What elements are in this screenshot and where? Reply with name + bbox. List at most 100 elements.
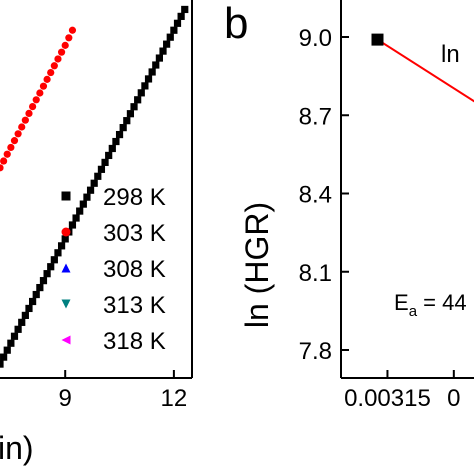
panel-a-data-point-1: [32, 96, 40, 104]
panel-a-data-point-0: [18, 318, 26, 326]
panel-a-data-point-0: [159, 47, 167, 55]
panel-a-data-point-1: [36, 89, 44, 97]
panel-a-data-point-0: [47, 263, 55, 271]
panel-b-data-point: [371, 33, 384, 46]
panel-a-legend-label-1: 303 K: [103, 220, 166, 247]
activation-energy-subscript: a: [409, 303, 418, 320]
panel-a-legend-label-2: 308 K: [103, 256, 166, 283]
panel-a-data-point-0: [101, 158, 109, 166]
panel-a-data-point-1: [14, 130, 22, 138]
panel-a-data-point-1: [57, 48, 66, 56]
panel-a-legend-label-4: 318 K: [103, 328, 166, 355]
panel-a-data-point-0: [144, 75, 153, 83]
panel-a-data-point-1: [50, 62, 58, 70]
panel-a-legend: 298 K 303 K 308 K 313 K 318 K: [61, 184, 166, 355]
panel-a-data-point-0: [177, 12, 185, 20]
panel-a-data-point-0: [10, 332, 19, 340]
panel-a-data-point-1: [3, 150, 11, 158]
panel-a-data-point-1: [61, 41, 69, 49]
panel-a-data-point-0: [43, 270, 51, 278]
panel-a-data-point-0: [181, 5, 189, 14]
panel-a-data-point-0: [155, 54, 163, 62]
panel-a-data-point-0: [0, 353, 8, 361]
panel-a-legend-marker-4: [61, 335, 71, 345]
panel-b-fit-line: [376, 38, 474, 103]
panel-a-data-point-1: [39, 82, 48, 90]
panel-a-data-point-0: [130, 103, 138, 111]
panel-a-data-point-1: [54, 55, 62, 63]
panel-a-x-tick-label: 12: [161, 385, 188, 412]
panel-a-data-point-0: [170, 26, 178, 34]
panel-a-data-point-0: [86, 186, 95, 194]
panel-a-data-point-0: [115, 130, 124, 139]
panel-a-data-point-1: [18, 123, 26, 131]
panel-a-data-point-0: [134, 96, 142, 104]
panel-b-label: b: [224, 0, 248, 48]
panel-b: b ln (HGR) 7.8 8.1 8.4 8.7 9.0 0.00315 0 ln E…: [224, 0, 474, 412]
panel-a-legend-marker-3: [61, 299, 71, 309]
panel-a-data-point-0: [94, 172, 102, 180]
panel-b-y-tick-label: 7.8: [299, 338, 332, 365]
panel-a-data-point-0: [25, 304, 33, 313]
panel-b-y-tick-label: 8.7: [299, 103, 332, 130]
panel-a-data-point-0: [137, 89, 145, 97]
panel-a-data-point-0: [3, 346, 11, 354]
panel-a-data-point-1: [10, 137, 19, 145]
panel-a-data-point-1: [0, 164, 4, 172]
panel-a-data-point-0: [61, 235, 69, 243]
panel-a-data-point-1: [21, 116, 29, 124]
panel-a-data-point-0: [29, 297, 37, 306]
panel-a-data-point-0: [7, 339, 15, 347]
panel-a-x-axis-label: in): [0, 430, 34, 466]
panel-b-y-axis-label: ln (HGR): [239, 202, 275, 328]
panel-a-data-point-0: [97, 165, 106, 173]
panel-a-x-tick-label: 9: [59, 385, 72, 412]
panel-a-data-point-1: [47, 68, 55, 77]
panel-a-legend-label-3: 313 K: [103, 292, 166, 319]
panel-b-annotation-ln: ln: [441, 41, 460, 68]
panel-a-data-point-1: [29, 102, 37, 111]
panel-a-data-point-0: [152, 61, 160, 69]
panel-a-data-point-1: [65, 34, 73, 42]
panel-a-data-point-0: [76, 207, 84, 215]
panel-b-x-tick-label: 0: [447, 385, 460, 412]
panel-a-legend-marker-0: [61, 191, 71, 201]
panel-a-data-point-0: [105, 151, 113, 160]
panel-a-data-point-0: [21, 311, 29, 320]
panel-a-data-point-1: [43, 75, 51, 83]
panel-a-data-point-0: [50, 256, 58, 264]
panel-a-data-point-0: [79, 200, 87, 208]
panel-a-data-point-0: [0, 360, 4, 368]
panel-b-annotation-activation-energy: Ea = 44: [394, 290, 467, 320]
panel-a-data-point-0: [166, 33, 174, 41]
panel-a-data-point-0: [173, 19, 182, 27]
panel-a-data-point-0: [90, 179, 98, 187]
panel-a-data-point-0: [108, 144, 116, 153]
panel-a-data-point-1: [7, 143, 15, 152]
panel-a-data-point-0: [57, 242, 66, 250]
panel-a-data-point-0: [83, 193, 91, 201]
panel-a: 9 12 in) 298 K 303 K 308 K 313 K 318 K: [0, 0, 193, 466]
panel-a-data-point-0: [72, 214, 80, 222]
panel-a-data-point-0: [54, 249, 62, 257]
panel-a-data-point-0: [32, 290, 40, 299]
panel-a-data-point-0: [14, 325, 22, 333]
panel-a-data-point-0: [163, 40, 171, 48]
panel-a-data-point-0: [36, 283, 44, 292]
panel-a-data-point-0: [39, 277, 48, 285]
panel-a-data-point-0: [68, 221, 77, 229]
panel-a-data-point-0: [148, 68, 156, 76]
panel-b-y-tick-label: 8.4: [299, 182, 332, 209]
panel-b-y-tick-label: 9.0: [299, 25, 332, 52]
panel-a-legend-marker-2: [61, 263, 71, 273]
panel-a-data-point-0: [112, 137, 120, 146]
panel-a-legend-marker-1: [61, 227, 71, 237]
panel-a-data-point-1: [68, 26, 77, 34]
panel-a-legend-label-0: 298 K: [103, 184, 166, 211]
panel-a-data-point-0: [126, 110, 135, 118]
panel-b-x-tick-label: 0.00315: [344, 385, 431, 412]
panel-a-data-point-0: [123, 117, 131, 125]
panel-b-y-tick-label: 8.1: [299, 260, 332, 287]
panel-a-data-point-0: [141, 82, 149, 90]
